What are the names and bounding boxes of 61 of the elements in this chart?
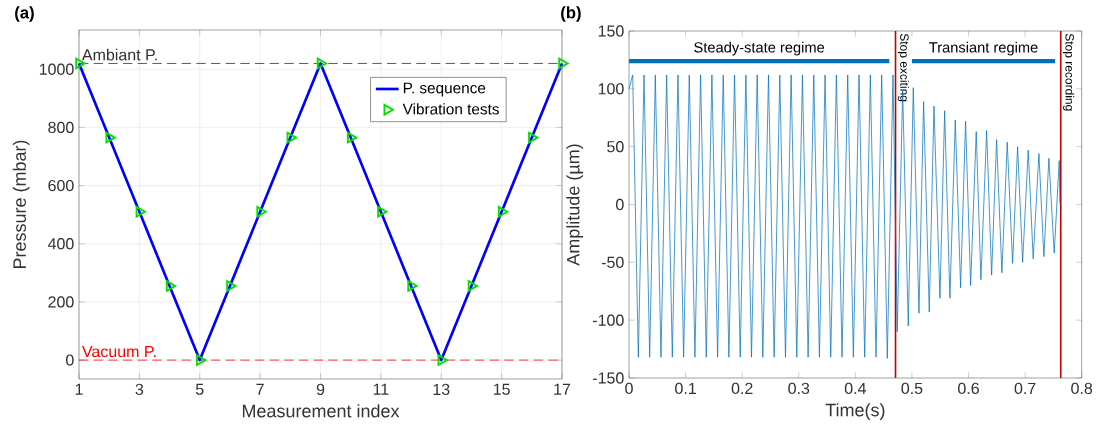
y-tick-label: 150	[598, 25, 624, 37]
x-tick-label: 5	[195, 383, 204, 395]
point	[256, 205, 267, 218]
x-tick-label: 0.6	[958, 382, 979, 395]
point	[377, 205, 388, 218]
y-tick-label: -150	[592, 372, 624, 384]
y-tick-label: -100	[592, 314, 624, 326]
point	[346, 131, 358, 144]
y-tick-label: 100	[598, 83, 624, 95]
y-tick-label: 1000	[39, 63, 74, 75]
x-tick-label: 0.2	[731, 382, 753, 395]
x-tick-label: 0.3	[788, 382, 810, 395]
point	[316, 57, 328, 70]
y-tick-label: 800	[48, 121, 74, 134]
y-tick-label: 50	[607, 141, 624, 153]
annotation: Transiant regime	[929, 41, 1038, 56]
x-tick-label: 0.5	[901, 382, 923, 395]
point	[467, 280, 478, 292]
x-tick-label: 0.4	[844, 382, 866, 395]
point	[286, 131, 297, 144]
y-tick-label: -50	[601, 256, 624, 268]
x-tick-label: 0	[625, 382, 633, 395]
point	[558, 57, 569, 70]
legend-label: Vibration tests	[402, 103, 499, 115]
point	[407, 280, 418, 292]
x-tick-label: 7	[256, 383, 264, 395]
y-tick-label: 600	[48, 179, 74, 192]
point	[135, 205, 146, 218]
legend-label: P. sequence	[403, 82, 486, 97]
annotation: Steady-state regime	[694, 41, 825, 56]
x-tick-label: 11	[373, 383, 389, 395]
y-tick-label: 0	[616, 198, 624, 211]
x-tick-label: 1	[75, 383, 83, 395]
ref-line-label: Vacuum P.	[82, 346, 156, 358]
ref-line-label: Stop recording	[1063, 33, 1075, 111]
chart-title: (a)	[15, 6, 34, 22]
point	[528, 131, 539, 144]
y-axis-title: Pressure (mbar)	[12, 140, 30, 269]
y-tick-label: 400	[47, 238, 74, 250]
x-tick-label: 0.1	[675, 382, 696, 395]
point	[165, 280, 177, 292]
x-tick-label: 15	[493, 383, 510, 395]
ref-line-label: Stop exciting	[897, 33, 909, 102]
x-axis-title: Time(s)	[825, 403, 885, 420]
y-axis-title: Amplitude (µm)	[566, 144, 584, 266]
x-tick-label: 17	[554, 383, 571, 395]
x-tick-label: 3	[135, 383, 144, 396]
x-tick-label: 0.7	[1014, 382, 1036, 395]
point	[226, 280, 237, 292]
x-tick-label: 13	[433, 383, 450, 396]
point	[437, 354, 448, 366]
y-tick-label: 200	[48, 296, 74, 308]
point	[105, 131, 116, 144]
x-tick-label: 0.8	[1071, 382, 1093, 395]
ref-line-label: Ambiant P.	[81, 48, 157, 61]
chart-title: (b)	[561, 6, 581, 22]
x-tick-label: 9	[316, 383, 325, 396]
point	[196, 354, 207, 366]
x-axis-title: Measurement index	[242, 404, 400, 418]
point	[497, 205, 509, 218]
y-tick-label: 0	[66, 354, 74, 366]
